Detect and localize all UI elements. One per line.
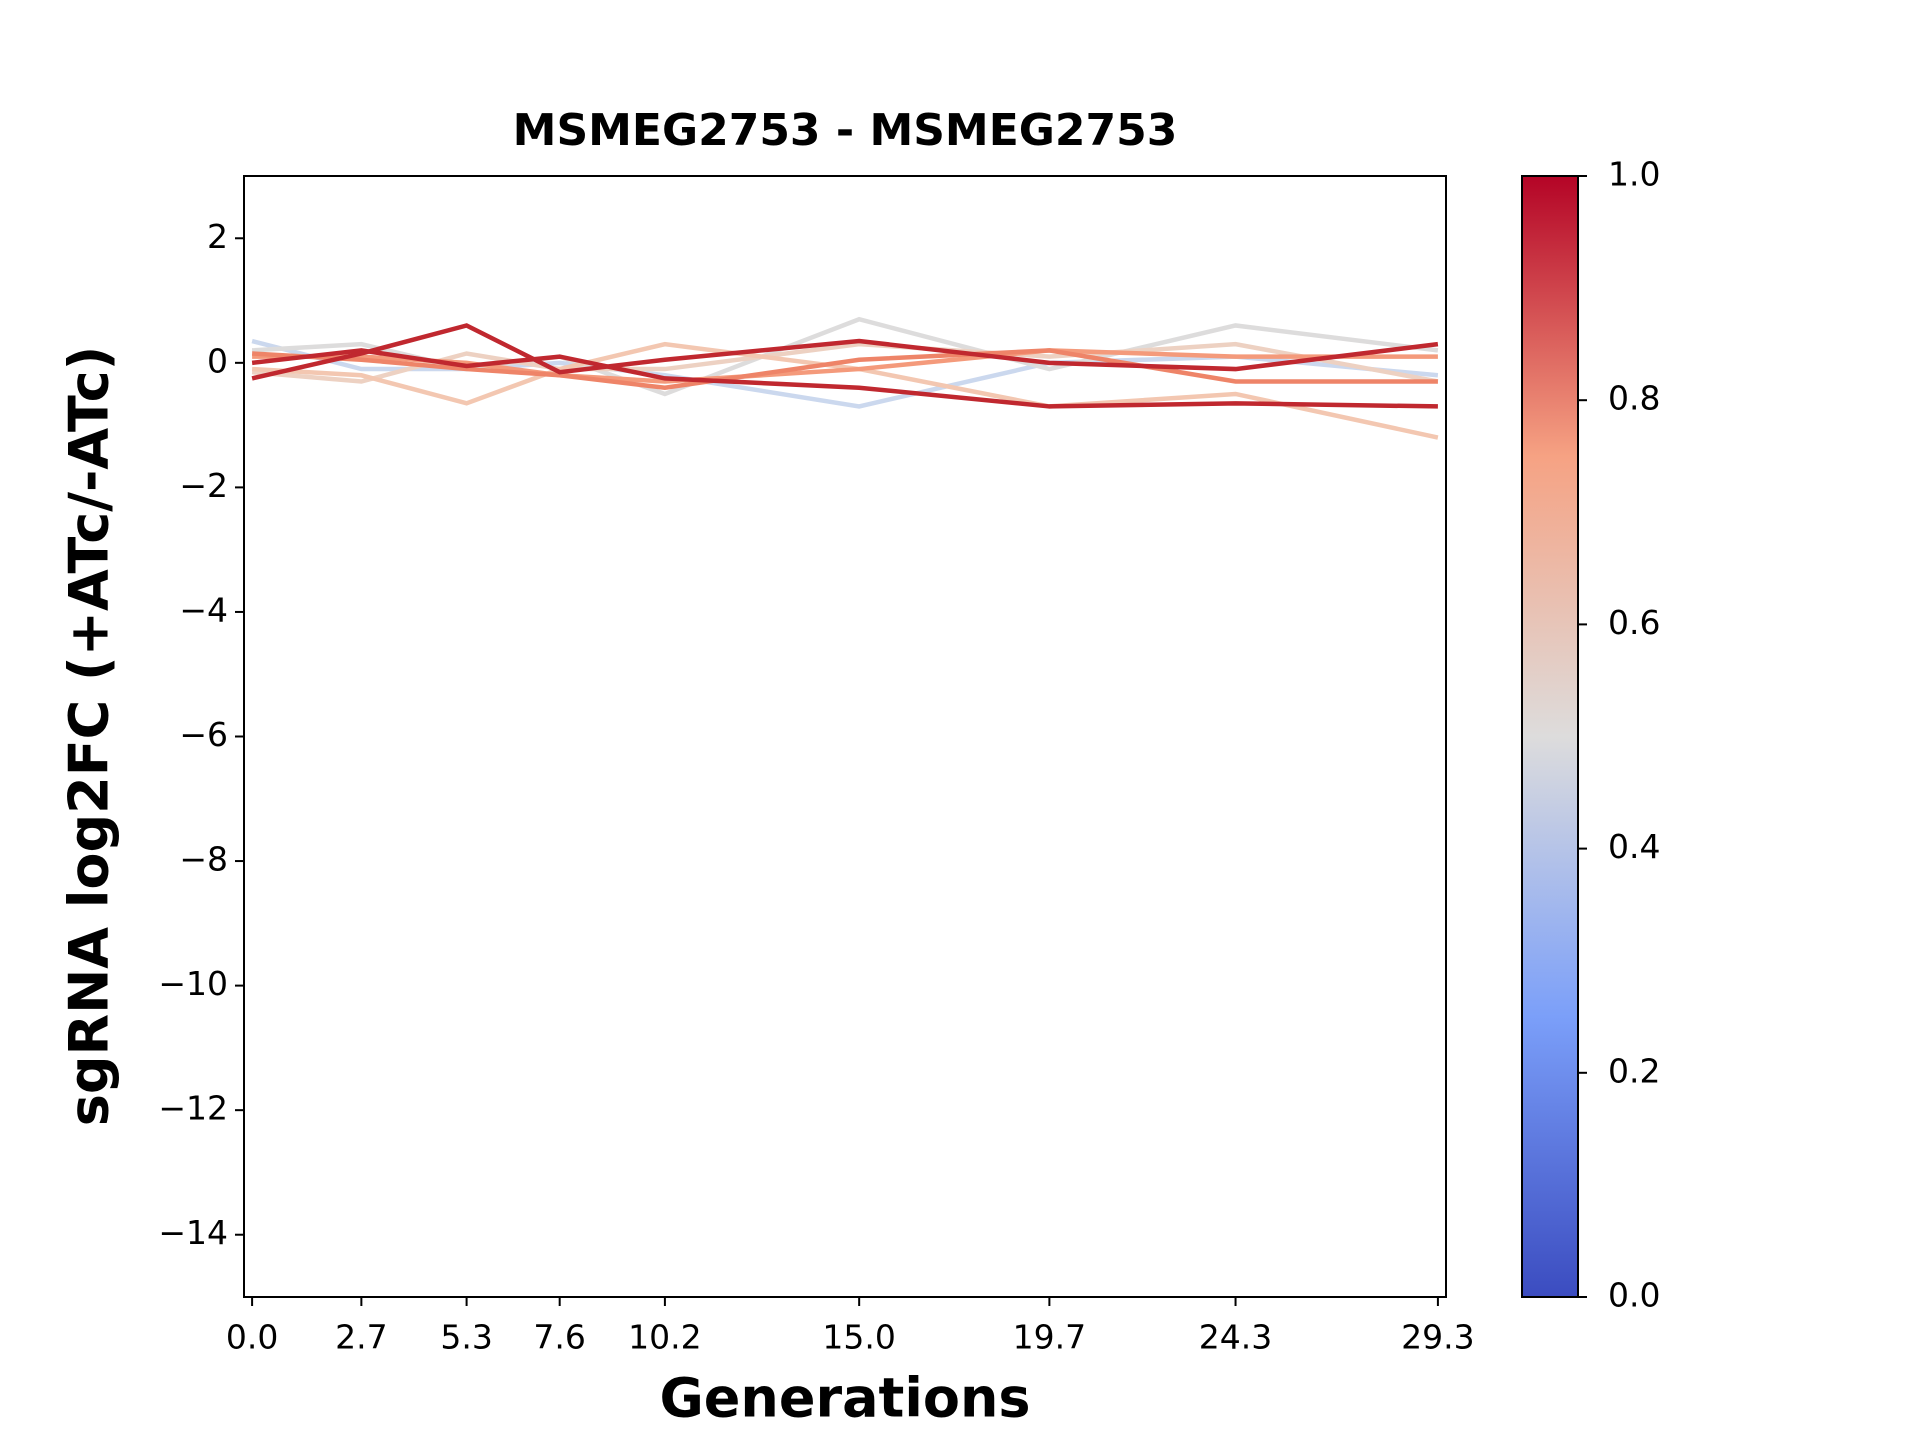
series-line (251, 338, 1439, 409)
series-line (251, 341, 1439, 440)
x-tick-label: 10.2 (628, 1318, 701, 1357)
series-line (251, 341, 1439, 384)
x-tick-label: 19.7 (1013, 1318, 1086, 1357)
y-tick-label: −6 (179, 715, 228, 754)
y-axis-label: sgRNA log2FC (+ATc/-ATc) (58, 346, 121, 1127)
plot-frame (243, 175, 1447, 1298)
colorbar-tick-label: 0.6 (1608, 603, 1660, 642)
x-tick-label: 2.7 (335, 1318, 387, 1357)
y-tick-label: −4 (179, 590, 228, 629)
x-tick-label: 5.3 (440, 1318, 492, 1357)
y-tick-label: −2 (179, 466, 228, 505)
y-tick-label: −10 (158, 964, 228, 1003)
colorbar (1521, 175, 1579, 1298)
y-tick-label: −12 (158, 1089, 228, 1128)
y-tick-label: 2 (207, 217, 228, 256)
colorbar-tick-label: 1.0 (1608, 155, 1660, 194)
colorbar-tick-label: 0.2 (1608, 1051, 1660, 1090)
x-tick-label: 7.6 (533, 1318, 585, 1357)
series-line (251, 348, 1438, 409)
colorbar-tick-label: 0.8 (1608, 379, 1660, 418)
y-tick-label: −14 (158, 1213, 228, 1252)
series-line (251, 316, 1439, 397)
x-axis-label: Generations (659, 1367, 1030, 1430)
series-line (251, 323, 1439, 381)
x-tick-label: 29.3 (1401, 1318, 1474, 1357)
y-tick-label: 0 (207, 341, 228, 380)
series-line (251, 348, 1438, 391)
colorbar-tick-label: 0.4 (1608, 827, 1660, 866)
chart-title: MSMEG2753 - MSMEG2753 (513, 105, 1178, 156)
colorbar-tick-label: 0.0 (1608, 1276, 1660, 1315)
series-line (252, 348, 1438, 384)
x-tick-label: 0.0 (226, 1318, 278, 1357)
x-tick-label: 15.0 (822, 1318, 895, 1357)
x-tick-label: 24.3 (1199, 1318, 1272, 1357)
y-tick-label: −8 (179, 840, 228, 879)
